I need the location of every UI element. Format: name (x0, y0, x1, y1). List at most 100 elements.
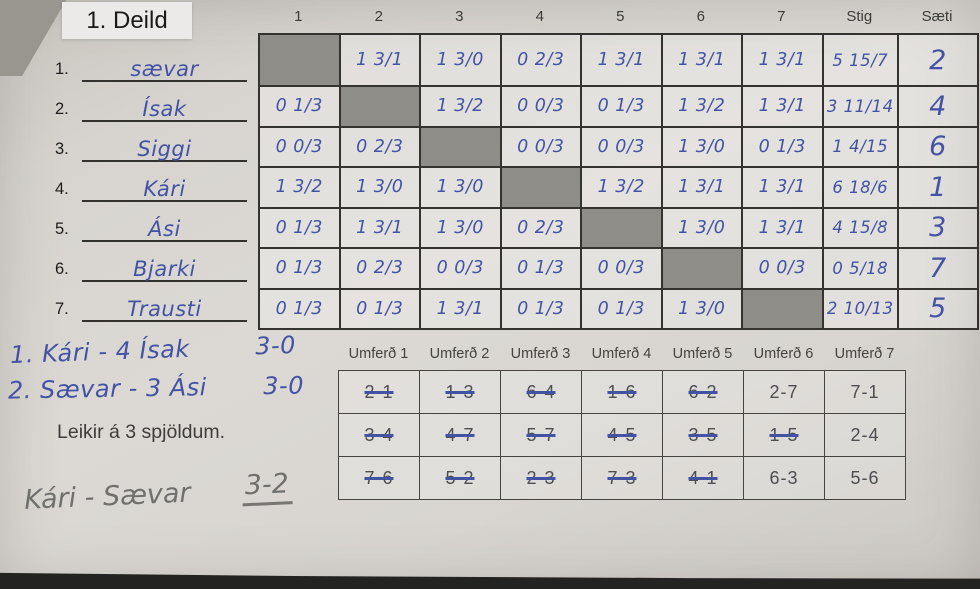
player-list: 1. sævar 2. Ísak 3. Siggi 4. Kári 5. Ási 6. Bj… (55, 42, 247, 322)
player-number: 5. (55, 220, 69, 238)
player-number: 4. (55, 180, 69, 198)
result-cell: 1 3/0 (340, 168, 421, 209)
saeti-cell: 6 (899, 127, 979, 168)
player-number: 3. (55, 140, 69, 158)
pairing-cell: 7-6 (339, 457, 420, 500)
diagonal-cell (662, 249, 743, 290)
diagonal-cell (582, 208, 663, 249)
column-header: 2 (374, 8, 383, 25)
result-cell: 1 3/1 (662, 35, 743, 87)
result-cell: 0 0/3 (582, 249, 663, 290)
stig-cell: 4 15/8 (823, 208, 899, 249)
player-number: 6. (55, 260, 69, 278)
result-cell: 0 1/3 (340, 289, 421, 330)
column-header-stig: Stig (846, 8, 873, 25)
player-row: 1. sævar (55, 42, 247, 82)
result-cell: 1 3/0 (421, 168, 502, 209)
round-header: Umferð 7 (834, 346, 895, 362)
round-header: Umferð 3 (510, 346, 571, 362)
pairing-cell: 7-1 (825, 371, 906, 414)
pairing-cell: 1-5 (744, 414, 825, 457)
result-cell: 0 2/3 (340, 127, 421, 168)
result-cell: 1 3/0 (662, 127, 743, 168)
player-name: Ísak (82, 99, 247, 122)
diagonal-cell (260, 35, 341, 87)
column-header: 6 (696, 8, 705, 25)
result-cell: 0 0/3 (743, 249, 824, 290)
result-cell: 0 2/3 (501, 35, 582, 87)
result-cell: 1 3/0 (662, 208, 743, 249)
result-cell: 1 3/1 (662, 168, 743, 209)
result-cell: 0 1/3 (582, 289, 663, 330)
result-cell: 0 1/3 (260, 249, 341, 290)
diagonal-cell (501, 168, 582, 209)
column-header: 1 (294, 8, 303, 25)
result-cell: 1 3/2 (260, 168, 341, 209)
schedule-grid: 2-1 1-3 6-4 1-6 6-2 2-7 7-1 3-4 4-7 5-7 … (338, 370, 906, 500)
player-number: 7. (55, 300, 69, 318)
pairing-cell: 4-1 (663, 457, 744, 500)
pairing-cell: 5-6 (825, 457, 906, 500)
column-header: 3 (455, 8, 464, 25)
crosstable-grid: 1 3/1 1 3/0 0 2/3 1 3/1 1 3/1 1 3/1 5 15… (258, 33, 979, 330)
result-cell: 0 1/3 (260, 208, 341, 249)
player-name: sævar (82, 59, 247, 82)
pairing-cell: 2-1 (339, 371, 420, 414)
player-number: 1. (55, 60, 69, 78)
pairing-cell: 2-4 (825, 414, 906, 457)
pairing-cell: 3-4 (339, 414, 420, 457)
result-cell: 0 1/3 (501, 249, 582, 290)
result-cell: 1 3/2 (582, 168, 663, 209)
player-row: 6. Bjarki (55, 242, 247, 282)
table-surface-bottom (0, 572, 980, 589)
pairing-cell: 3-5 (663, 414, 744, 457)
saeti-cell: 1 (899, 168, 979, 209)
result-cell: 0 0/3 (421, 249, 502, 290)
stig-cell: 2 10/13 (823, 289, 899, 330)
crosstable-column-headers: 1 2 3 4 5 6 7 Stig Sæti (258, 8, 977, 25)
result-cell: 1 3/1 (743, 35, 824, 87)
result-cell: 1 3/1 (421, 289, 502, 330)
result-cell: 0 2/3 (340, 249, 421, 290)
column-header-saeti: Sæti (921, 8, 953, 25)
player-row: 2. Ísak (55, 82, 247, 122)
result-cell: 0 1/3 (501, 289, 582, 330)
player-row: 3. Siggi (55, 122, 247, 162)
result-cell: 0 1/3 (743, 127, 824, 168)
column-header: 5 (616, 8, 625, 25)
player-name: Bjarki (82, 259, 247, 282)
column-header: 4 (535, 8, 544, 25)
column-header: 7 (777, 8, 786, 25)
result-cell: 0 1/3 (260, 87, 341, 128)
pairing-cell: 4-7 (420, 414, 501, 457)
playoff-note-1: 1. Kári - 4 Ísak 3-0 (10, 331, 297, 369)
result-cell: 0 0/3 (501, 127, 582, 168)
result-cell: 0 0/3 (582, 127, 663, 168)
result-cell: 1 3/1 (582, 35, 663, 87)
result-cell: 1 3/1 (743, 168, 824, 209)
pairing-cell: 5-7 (501, 414, 582, 457)
pairing-cell: 4-5 (582, 414, 663, 457)
pairing-cell: 6-3 (744, 457, 825, 500)
final-match-players: Kári - Sævar (23, 477, 192, 516)
printed-note: Leikir á 3 spjöldum. (57, 421, 225, 443)
result-cell: 1 3/0 (421, 208, 502, 249)
player-row: 7. Trausti (55, 282, 247, 322)
saeti-cell: 3 (899, 208, 979, 249)
final-match-score: 3-2 (241, 468, 293, 507)
playoff-note-2: 2. Sævar - 3 Ási 3-0 (8, 371, 304, 404)
stig-cell: 3 11/14 (823, 87, 899, 128)
round-header: Umferð 2 (429, 346, 490, 362)
round-header: Umferð 1 (348, 346, 409, 362)
pairing-cell: 6-4 (501, 371, 582, 414)
result-cell: 0 1/3 (582, 87, 663, 128)
round-header: Umferð 6 (753, 346, 814, 362)
result-cell: 0 2/3 (501, 208, 582, 249)
player-name: Trausti (82, 299, 247, 322)
pairing-cell: 6-2 (663, 371, 744, 414)
division-title: 1. Deild (62, 2, 192, 39)
schedule-headers: Umferð 1 Umferð 2 Umferð 3 Umferð 4 Umfe… (338, 346, 905, 362)
diagonal-cell (421, 127, 502, 168)
playoff-note-score: 3-0 (263, 371, 305, 401)
diagonal-cell (743, 289, 824, 330)
